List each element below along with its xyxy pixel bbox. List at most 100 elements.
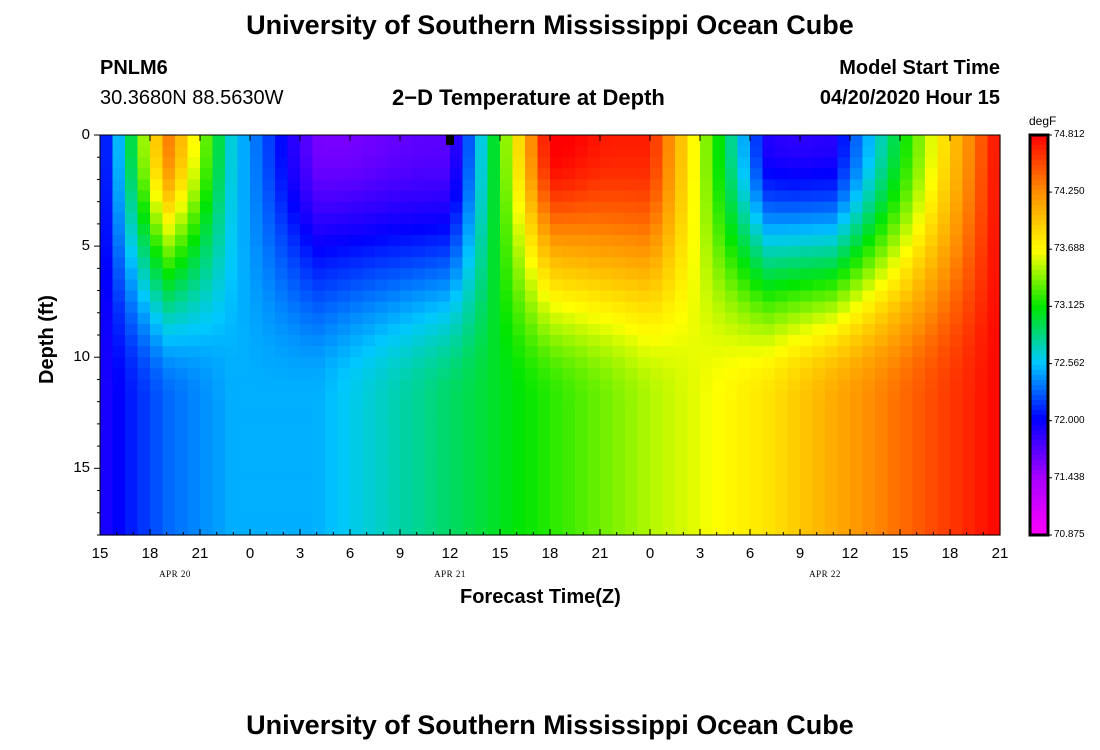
heatmap-cell [450,479,464,492]
heatmap-cell [287,301,301,314]
heatmap-cell [262,323,276,336]
heatmap-cell [375,279,389,292]
heatmap-cell [587,179,601,192]
heatmap-cell [725,212,739,225]
heatmap-cell [925,312,939,325]
heatmap-cell [350,346,364,358]
heatmap-cell [550,512,564,525]
heatmap-cell [987,201,1001,214]
heatmap-cell [375,212,389,225]
heatmap-cell [762,268,776,281]
heatmap-cell [225,157,239,169]
heatmap-cell [650,268,664,281]
heatmap-cell [812,479,826,492]
heatmap-cell [312,390,326,403]
heatmap-cell [275,335,289,347]
heatmap-cell [537,146,551,158]
heatmap-cell [300,168,314,181]
heatmap-cell [212,146,226,158]
heatmap-cell [462,446,476,458]
heatmap-cell [662,201,676,214]
heatmap-cell [112,279,126,292]
heatmap-cell [287,279,301,292]
heatmap-cell [437,501,451,514]
heatmap-cell [125,490,139,503]
heatmap-cell [337,146,351,158]
heatmap-cell [712,246,726,258]
heatmap-cell [462,479,476,492]
heatmap-cell [500,179,514,192]
heatmap-cell [250,490,264,503]
heatmap-cell [725,357,739,369]
heatmap-cell [300,390,314,403]
heatmap-cell [275,423,289,436]
x-tick-label: 21 [191,545,209,562]
heatmap-cell [500,212,514,225]
heatmap-cell [250,268,264,281]
heatmap-cell [525,335,539,347]
heatmap-cell [862,423,876,436]
heatmap-cell [887,468,901,481]
heatmap-cell [837,201,851,214]
heatmap-cell [762,179,776,192]
heatmap-cell [587,146,601,158]
heatmap-cell [837,223,851,236]
heatmap-cell [612,290,626,303]
colorbar-band [1030,410,1048,416]
heatmap-cell [387,168,401,181]
heatmap-cell [587,479,601,492]
heatmap-cell [987,401,1001,414]
colorbar-band [1030,395,1048,401]
heatmap-cell [437,512,451,525]
heatmap-cell [975,490,989,503]
heatmap-cell [900,390,914,403]
heatmap-cell [912,412,926,425]
heatmap-cell [250,390,264,403]
heatmap-cell [512,157,526,169]
heatmap-cell [662,290,676,303]
heatmap-cell [737,157,751,169]
heatmap-cell [512,335,526,347]
heatmap-cell [125,257,139,269]
heatmap-cell [450,157,464,169]
heatmap-cell [925,479,939,492]
heatmap-cell [512,290,526,303]
heatmap-cell [937,190,951,203]
heatmap-cell [562,335,576,347]
heatmap-cell [700,490,714,503]
heatmap-cell [162,223,176,236]
heatmap-cell [312,223,326,236]
heatmap-cell [237,368,251,381]
page-title-top: University of Southern Mississippi Ocean… [246,10,854,40]
heatmap-cell [600,390,614,403]
heatmap-cell [512,446,526,458]
heatmap-cell [487,323,501,336]
x-tick-label: 0 [645,545,655,562]
heatmap-cell [412,235,426,247]
heatmap-cell [437,523,451,536]
colorbar-band [1030,380,1048,386]
heatmap-cell [737,257,751,269]
heatmap-cell [162,412,176,425]
heatmap-cell [487,446,501,458]
heatmap-cell [687,390,701,403]
heatmap-cell [150,523,164,536]
heatmap-cell [512,501,526,514]
heatmap-cell [837,357,851,369]
heatmap-cell [775,279,789,292]
heatmap-cell [687,379,701,392]
heatmap-cell [187,412,201,425]
heatmap-cell [300,379,314,392]
heatmap-cell [212,401,226,414]
colorbar-band [1030,465,1048,471]
heatmap-cell [362,235,376,247]
heatmap-cell [450,235,464,247]
heatmap-cell [412,423,426,436]
heatmap-cell [387,368,401,381]
heatmap-cell [850,368,864,381]
heatmap-cell [275,146,289,158]
heatmap-cell [525,135,539,147]
heatmap-cell [537,179,551,192]
heatmap-cell [750,190,764,203]
heatmap-cell [650,257,664,269]
